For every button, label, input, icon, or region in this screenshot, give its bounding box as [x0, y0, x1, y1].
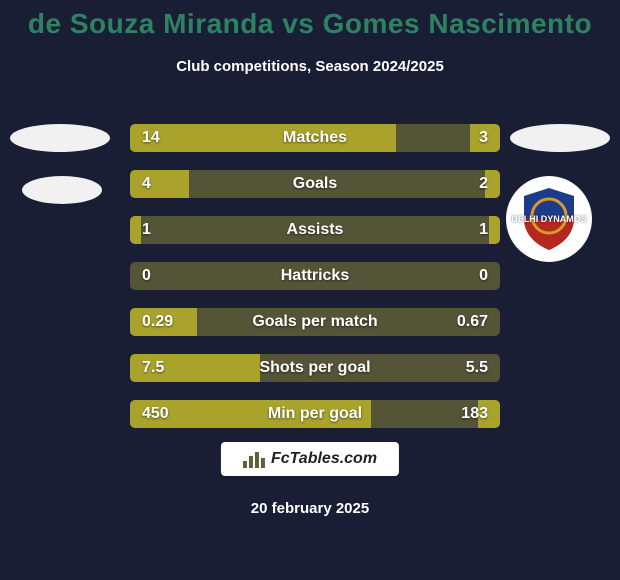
- bars-icon: [243, 450, 265, 468]
- right-team-oval: [510, 124, 610, 152]
- comparison-card: de Souza Miranda vs Gomes Nascimento Clu…: [0, 0, 620, 580]
- card-subtitle: Club competitions, Season 2024/2025: [0, 58, 620, 75]
- stat-label: Matches: [130, 124, 500, 152]
- left-team-oval-1: [10, 124, 110, 152]
- card-date: 20 february 2025: [0, 500, 620, 517]
- stat-row: 450183Min per goal: [130, 400, 500, 428]
- card-title: de Souza Miranda vs Gomes Nascimento: [0, 0, 620, 40]
- brand-text: FcTables.com: [271, 450, 377, 468]
- stat-label: Goals per match: [130, 308, 500, 336]
- crest-label: DELHI DYNAMOS: [511, 215, 587, 224]
- left-team-oval-2: [22, 176, 102, 204]
- right-team-crest: DELHI DYNAMOS: [506, 176, 592, 262]
- stat-row: 00Hattricks: [130, 262, 500, 290]
- stat-label: Goals: [130, 170, 500, 198]
- stat-row: 42Goals: [130, 170, 500, 198]
- stat-row: 143Matches: [130, 124, 500, 152]
- stat-label: Min per goal: [130, 400, 500, 428]
- stat-label: Assists: [130, 216, 500, 244]
- stat-label: Hattricks: [130, 262, 500, 290]
- stat-bars: 143Matches 42Goals 11Assists 00Hattricks 0.2…: [130, 124, 500, 446]
- stat-label: Shots per goal: [130, 354, 500, 382]
- stat-row: 0.290.67Goals per match: [130, 308, 500, 336]
- stat-row: 7.55.5Shots per goal: [130, 354, 500, 382]
- stat-row: 11Assists: [130, 216, 500, 244]
- brand-badge[interactable]: FcTables.com: [221, 442, 399, 476]
